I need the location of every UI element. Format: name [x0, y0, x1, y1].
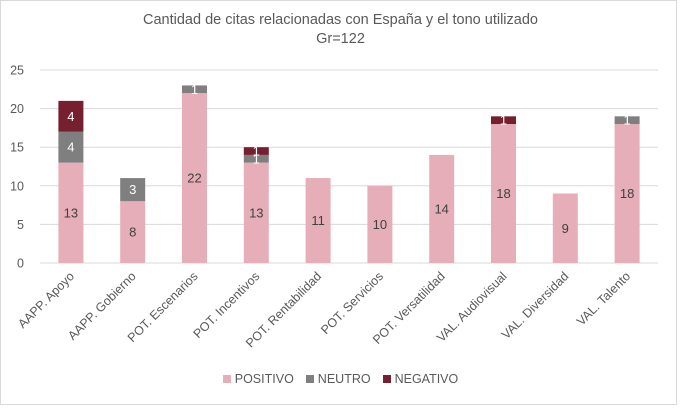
bar-neutro	[120, 178, 146, 202]
data-label-positivo: 22	[187, 171, 201, 186]
data-label-positivo: 10	[373, 217, 387, 232]
bars	[58, 85, 640, 263]
bar-positivo	[243, 162, 269, 263]
legend-item-neutro: NEUTRO	[305, 372, 371, 386]
data-label-positivo: 9	[562, 221, 569, 236]
data-label-positivo: 13	[249, 205, 263, 220]
y-tick-label: 10	[10, 179, 24, 193]
legend: POSITIVO NEUTRO NEGATIVO	[0, 372, 681, 386]
chart-title-block: Cantidad de citas relacionadas con Españ…	[0, 11, 681, 49]
data-label-neutro: 4	[67, 140, 74, 155]
data-label-neutro: 3	[129, 182, 136, 197]
x-category-label: VAL. Diversidad	[499, 269, 572, 342]
data-label-positivo: 11	[311, 213, 325, 228]
y-tick-label: 20	[10, 102, 24, 116]
x-category-label: AAPP. Apoyo	[15, 269, 77, 331]
chart-subtitle: Gr=122	[316, 31, 365, 47]
bar-neutro	[243, 154, 269, 163]
x-category-label: POT. Servicios	[318, 269, 386, 337]
legend-item-positivo: POSITIVO	[222, 372, 294, 386]
legend-label: NEGATIVO	[394, 372, 459, 386]
bar-positivo	[552, 193, 578, 263]
bar-negativo	[58, 100, 84, 132]
bar-negativo	[243, 147, 269, 155]
chart-title: Cantidad de citas relacionadas con Españ…	[143, 12, 538, 28]
x-category-label: VAL. Talento	[574, 269, 633, 328]
bar-positivo	[120, 201, 146, 263]
legend-item-negativo: NEGATIVO	[382, 372, 459, 386]
legend-label: NEUTRO	[317, 372, 371, 386]
bar-positivo	[182, 93, 207, 263]
data-label-positivo: 13	[64, 205, 78, 220]
legend-swatch	[382, 375, 391, 383]
data-label-negativo: 1	[500, 113, 507, 128]
bar-neutro	[182, 85, 207, 94]
y-axis-ticks: 0 5 10 15 20 25	[10, 64, 24, 271]
data-label-neutro: 1	[253, 151, 260, 166]
bar-neutro	[58, 131, 84, 163]
y-tick-label: 25	[10, 64, 24, 78]
bar-positivo	[58, 162, 84, 263]
bar-positivo	[367, 185, 393, 263]
bar-positivo	[491, 124, 516, 263]
data-label-positivo: 18	[620, 186, 634, 201]
data-label-negativo: 1	[253, 144, 260, 159]
data-label-negativo: 4	[67, 109, 74, 124]
bar-neutro	[614, 116, 640, 125]
data-label-neutro: 1	[191, 82, 198, 97]
legend-swatch	[305, 375, 314, 383]
y-tick-label: 15	[10, 141, 24, 155]
data-label-neutro: 1	[623, 113, 630, 128]
legend-swatch	[222, 375, 231, 383]
data-label-positivo: 14	[434, 201, 448, 216]
bar-positivo	[429, 154, 455, 263]
bar-positivo	[305, 178, 331, 263]
bar-negativo	[491, 116, 516, 125]
legend-label: POSITIVO	[234, 372, 294, 386]
bar-positivo	[614, 124, 640, 263]
y-tick-label: 0	[17, 257, 24, 271]
y-tick-label: 5	[17, 218, 24, 232]
x-category-label: POT. Incentivos	[191, 269, 263, 341]
data-label-positivo: 8	[129, 225, 136, 240]
data-label-positivo: 18	[496, 186, 510, 201]
